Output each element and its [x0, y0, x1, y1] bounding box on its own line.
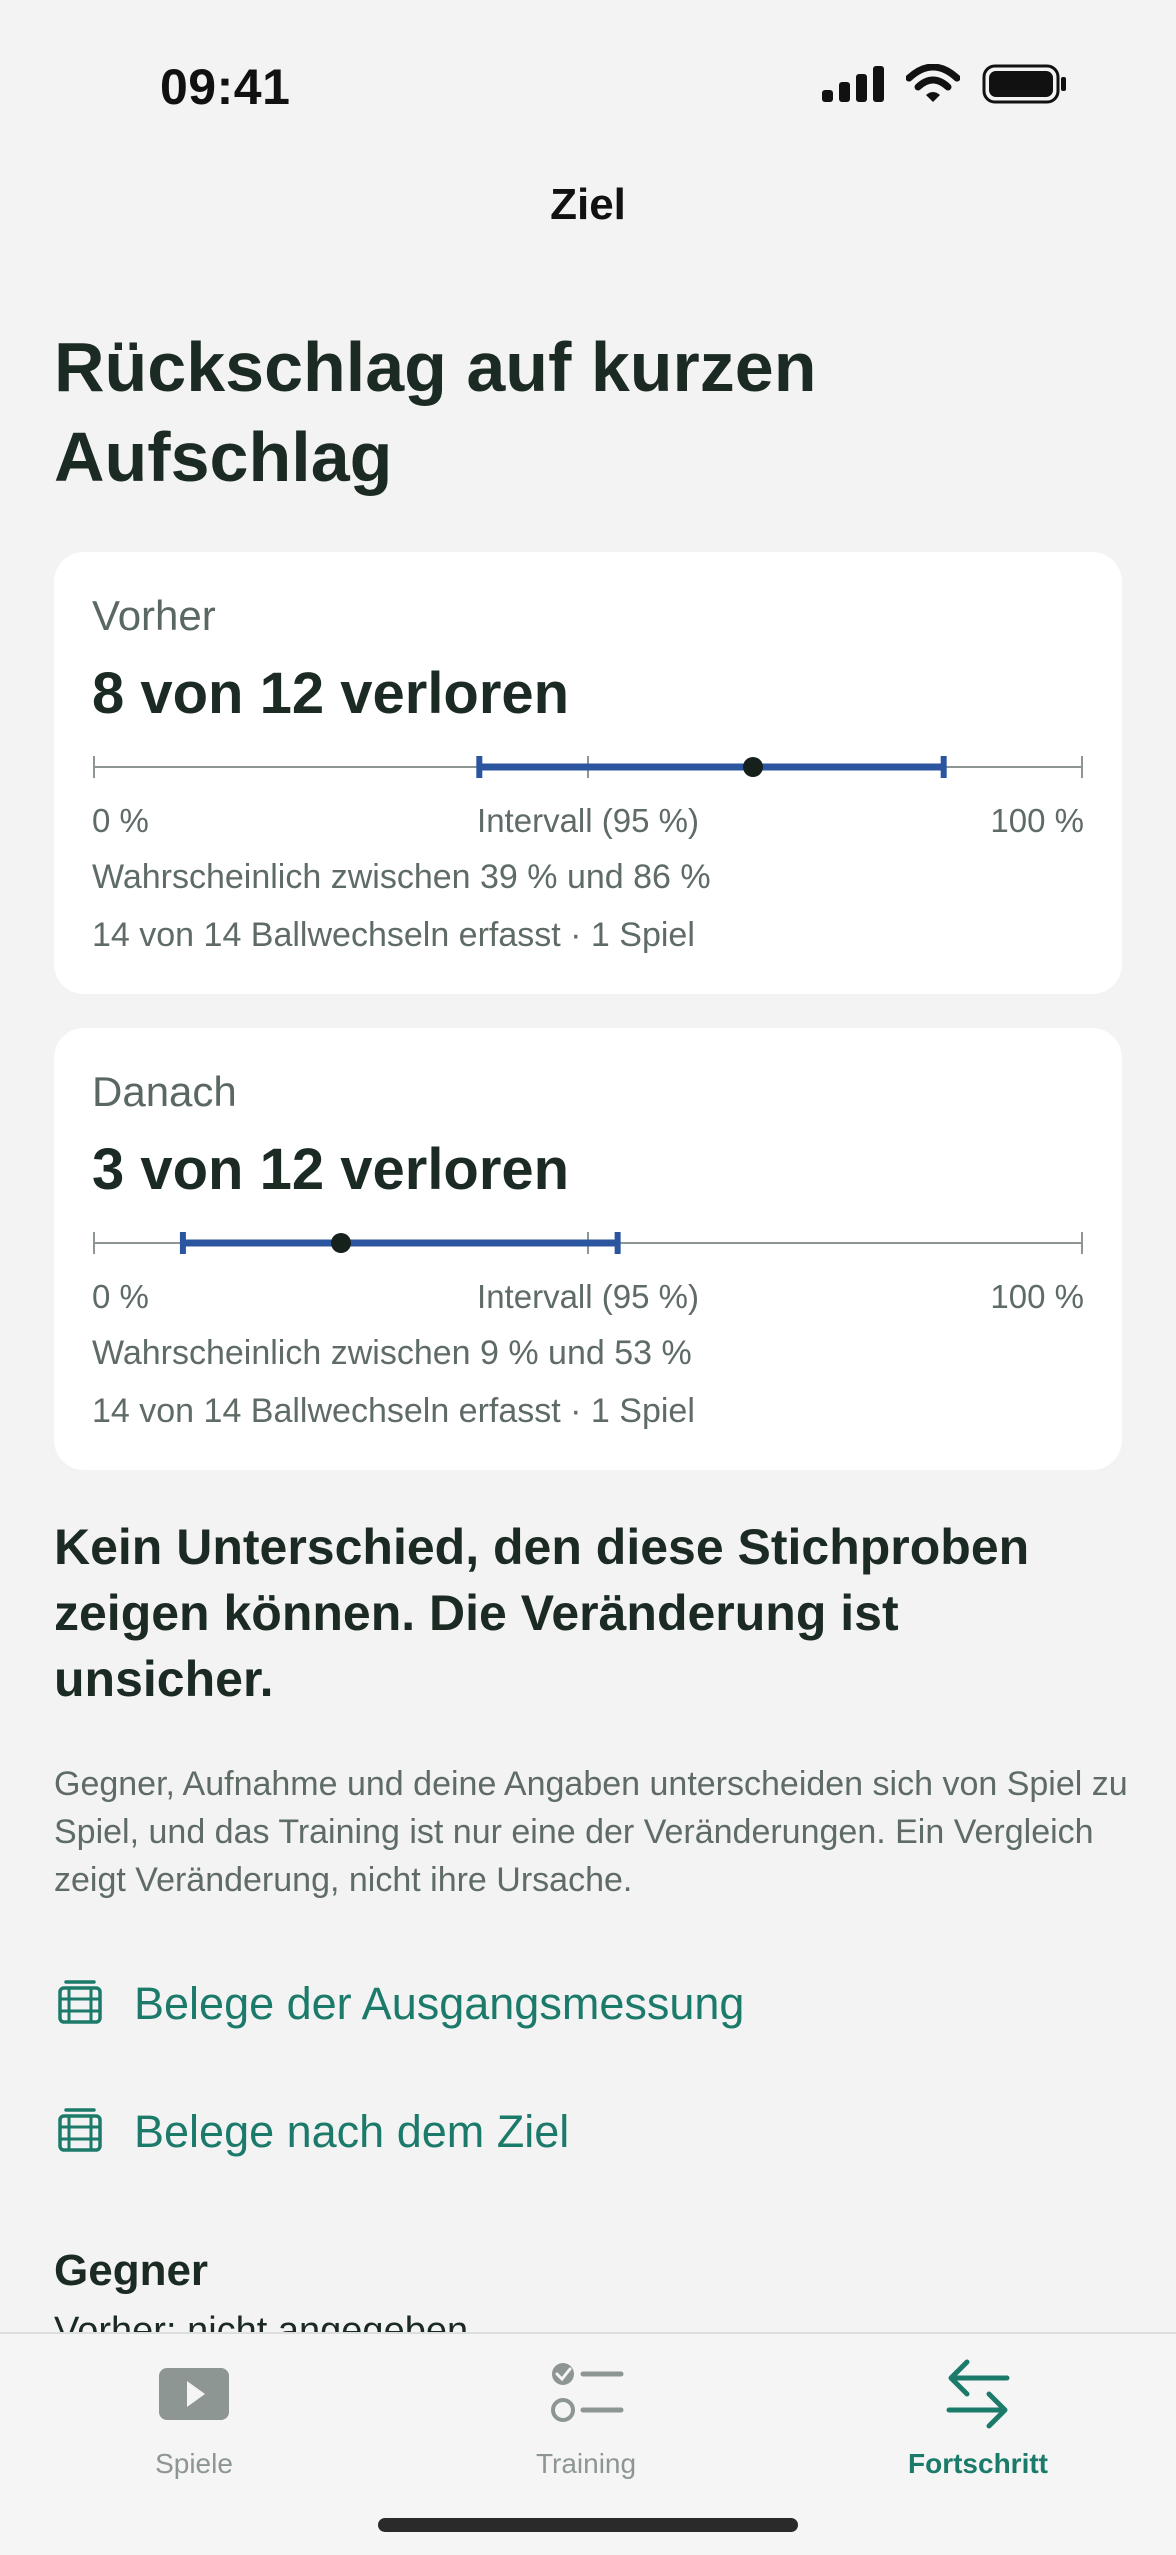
after-evidence-label: Belege nach dem Ziel: [134, 2106, 570, 2157]
after-evidence-link[interactable]: Belege nach dem Ziel: [54, 2106, 569, 2158]
estimate-point: [742, 757, 763, 777]
tab-progress[interactable]: Fortschritt: [858, 2348, 1098, 2480]
before-card: Vorher 8 von 12 verloren 0 % Intervall (…: [54, 552, 1122, 994]
estimate-point: [331, 1233, 351, 1253]
scale-max-label: 100 %: [990, 802, 1084, 839]
coverage-text: 14 von 14 Ballwechseln erfasst · 1 Spiel: [92, 1392, 695, 1430]
conclusion-text: Kein Unterschied, den diese Stichproben …: [54, 1519, 1030, 1707]
arrows-swap-icon: [946, 2359, 1010, 2429]
scale-mid-label: Intervall (95 %): [477, 802, 699, 839]
tab-training-label: Training: [535, 2448, 637, 2479]
scale-min-label: 0 %: [92, 1278, 149, 1315]
interval-text: Wahrscheinlich zwischen 9 % und 53 %: [92, 1334, 692, 1372]
card-headline: 8 von 12 verloren: [92, 661, 570, 726]
tab-games-label: Spiele: [155, 2448, 233, 2479]
baseline-evidence-label: Belege der Ausgangsmessung: [134, 1978, 745, 2029]
scale-row: 0 % Intervall (95 %) 100 %: [92, 1278, 1084, 1318]
page-title: Rückschlag auf kurzen Aufschlag: [54, 328, 817, 496]
status-time: 09:41: [160, 59, 291, 115]
confidence-interval-chart: [93, 1232, 1083, 1254]
interval-text: Wahrscheinlich zwischen 39 % und 86 %: [92, 858, 711, 896]
confidence-interval-chart: [93, 756, 1083, 778]
film-strip-icon: [58, 1980, 102, 2024]
scale-mid-label: Intervall (95 %): [477, 1278, 699, 1315]
nav-title: Ziel: [550, 180, 626, 229]
checklist-icon: [551, 2363, 624, 2422]
film-strip-icon: [58, 2108, 102, 2152]
battery-icon: [982, 64, 1066, 104]
card-headline: 3 von 12 verloren: [92, 1137, 570, 1202]
status-icons: [822, 64, 1068, 104]
baseline-evidence-link[interactable]: Belege der Ausgangsmessung: [54, 1978, 744, 2030]
explanation-text: Gegner, Aufnahme und deine Angaben unter…: [54, 1765, 1128, 1899]
tab-bar: Spiele Training Fortschritt: [0, 2332, 1176, 2555]
scale-min-label: 0 %: [92, 802, 149, 839]
coverage-text: 14 von 14 Ballwechseln erfasst · 1 Spiel: [92, 916, 695, 954]
scale-row: 0 % Intervall (95 %) 100 %: [92, 802, 1084, 842]
status-bar: 09:41: [0, 0, 1176, 170]
card-label: Vorher: [92, 592, 216, 639]
tab-progress-label: Fortschritt: [908, 2448, 1048, 2479]
card-label: Danach: [92, 1068, 237, 1115]
play-icon: [159, 2368, 229, 2420]
opponent-heading: Gegner: [54, 2246, 209, 2295]
scale-max-label: 100 %: [990, 1278, 1084, 1315]
after-card: Danach 3 von 12 verloren 0 % Intervall (…: [54, 1028, 1122, 1470]
cellular-signal-icon: [822, 66, 884, 102]
tab-games[interactable]: Spiele: [74, 2348, 314, 2480]
tab-training[interactable]: Training: [466, 2348, 706, 2480]
wifi-icon: [906, 64, 960, 102]
home-indicator: [378, 2518, 798, 2532]
